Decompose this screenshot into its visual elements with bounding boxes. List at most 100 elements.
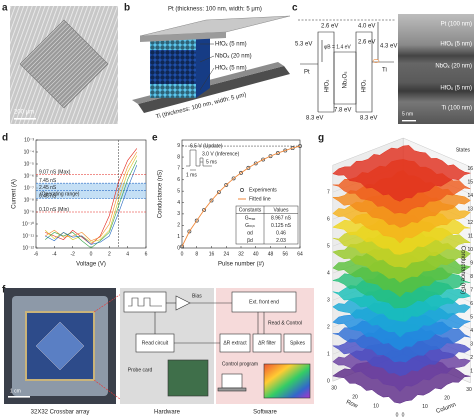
data-point [253, 161, 258, 166]
table-cell: βd [247, 238, 253, 244]
scale-bar-label: 200 μm [14, 110, 34, 116]
block-label: Control program [222, 361, 258, 367]
legend-title: States [456, 147, 471, 153]
y-tick-label: 3 [177, 211, 180, 217]
panel-label: c [292, 3, 298, 14]
state-label: 12 [467, 220, 473, 226]
data-point [268, 154, 273, 159]
block-label: Bias [192, 293, 202, 299]
y-tick-label: 10⁻⁷ [24, 185, 34, 191]
col-tick-label: 0 [402, 412, 405, 418]
x-tick-label: 16 [209, 251, 215, 257]
data-point [231, 176, 236, 181]
table-header: Constants [239, 207, 262, 213]
state-label: 14 [467, 193, 473, 199]
layer-label: HfOₓ (5 nm) [215, 42, 247, 48]
y-tick-label: 10⁻⁵ [24, 161, 34, 167]
state-label: 6 [470, 301, 473, 307]
data-point [216, 190, 221, 195]
inset-label: 1 ms [186, 172, 197, 178]
z-tick-label: 1 [327, 352, 330, 358]
band-label: φB = 1.4 eV [324, 44, 351, 50]
x-tick-label: 32 [238, 251, 244, 257]
y-tick-label: 9 [177, 143, 180, 149]
y-tick-label: 7 [177, 166, 180, 172]
tem-label: Pt (100 nm) [441, 22, 472, 28]
scale-bar-label: 5 nm [402, 111, 413, 117]
data-point [194, 218, 199, 223]
state-label: 15 [467, 179, 473, 185]
col-tick-label: 10 [422, 404, 428, 410]
band-label: 4.0 eV [358, 24, 375, 30]
panel-label: g [318, 133, 324, 144]
caption: Hardware [154, 410, 181, 416]
x-tick-label: 40 [253, 251, 259, 257]
row-tick-label: 10 [373, 403, 379, 409]
band-label: 8.3 eV [360, 116, 377, 122]
layer-label: Pt (thickness: 100 nm, width: 5 μm) [168, 7, 262, 13]
z-tick-label: 5 [327, 244, 330, 250]
level-label: 0.10 nS (Min) [39, 207, 69, 213]
band-label: 2.6 eV [321, 24, 338, 30]
x-tick-label: -4 [52, 251, 57, 257]
y-tick-label: 10⁻⁸ [24, 197, 34, 203]
layer-label: NbOₓ (20 nm) [215, 54, 252, 60]
state-label: 2 [470, 355, 473, 361]
table-header: Values [274, 207, 289, 213]
panel-label: e [152, 133, 158, 144]
band-label: 2.6 eV [358, 40, 375, 46]
y-tick-label: 10⁻³ [24, 137, 34, 143]
state-label: 10 [467, 247, 473, 253]
x-tick-label: 56 [282, 251, 288, 257]
band-label: Pt [304, 70, 310, 76]
micrograph: 200 μm [10, 6, 118, 124]
x-tick-label: -2 [70, 251, 75, 257]
legend-label: Fitted line [249, 196, 271, 202]
tem-label: NbOₓ (20 nm) [435, 64, 472, 70]
block-label: Read & Control [268, 320, 302, 326]
z-axis-label: Conductance (nS) [459, 246, 465, 294]
table-cell: 0.125 nS [271, 223, 292, 229]
data-point [187, 229, 192, 234]
block-label: Probe card [128, 367, 153, 373]
x-tick-label: 24 [223, 251, 229, 257]
row-label: Row [345, 399, 359, 409]
state-label: 3 [470, 341, 473, 347]
data-point [246, 165, 251, 170]
y-tick-label: 10⁻⁹ [24, 209, 34, 215]
band-diagram [298, 19, 395, 113]
inset-label: 3.0 V (Inference) [202, 151, 240, 157]
tem-label: Ti (100 nm) [442, 106, 472, 112]
y-tick-label: 10⁻⁴ [24, 149, 34, 155]
table-cell: Gₘᵢₙ [245, 223, 255, 229]
data-point [275, 151, 280, 156]
data-point [283, 148, 288, 153]
table-cell: αd [247, 231, 253, 237]
block-label: ΔR extract [223, 340, 247, 346]
state-label: 7 [470, 287, 473, 293]
inset-label: 6.5 V (Update) [190, 143, 223, 149]
x-tick-label: -6 [34, 251, 39, 257]
state-label: 1 [470, 368, 473, 374]
tem-label: HfOₓ (5 nm) [440, 42, 472, 48]
range-label: (Operating range) [40, 191, 80, 197]
data-point [261, 157, 266, 162]
state-label: 9 [470, 260, 473, 266]
level-label: 9.07 nS (Max) [39, 169, 71, 175]
constants-table: Constants Values Gₘₐₓ 8.967 nS Gₘᵢₙ 0.12… [235, 205, 299, 245]
device-schematic: Pt (thickness: 100 nm, width: 5 μm) HfOₓ… [132, 7, 291, 120]
panel-label: a [2, 3, 8, 14]
x-tick-label: 64 [297, 251, 303, 257]
x-tick-label: 6 [145, 251, 148, 257]
x-tick-label: 8 [195, 251, 198, 257]
col-tick-label: 20 [444, 395, 450, 401]
data-line [181, 145, 301, 247]
table-cell: 2.03 [276, 238, 286, 244]
z-tick-label: 6 [327, 217, 330, 223]
state-label: 5 [470, 314, 473, 320]
legend-marker [240, 188, 244, 192]
legend-label: Experiments [249, 187, 277, 193]
pulse-inset [186, 149, 212, 171]
panel-label: b [124, 3, 130, 14]
tem-label: HfOₓ (5 nm) [440, 86, 472, 92]
